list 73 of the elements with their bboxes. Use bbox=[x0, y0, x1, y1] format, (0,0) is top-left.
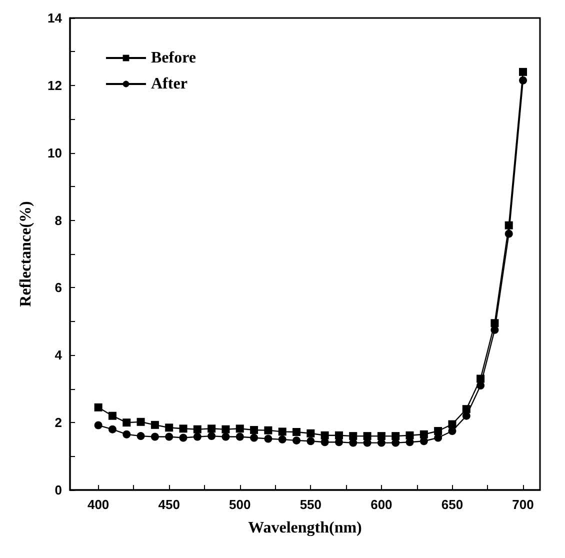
point bbox=[448, 420, 456, 428]
point bbox=[208, 432, 216, 440]
point bbox=[292, 436, 301, 444]
point bbox=[363, 432, 372, 440]
y-tick-label: 0 bbox=[54, 482, 62, 498]
x-tick-label: 650 bbox=[441, 497, 464, 512]
x-tick-label: 600 bbox=[370, 497, 392, 512]
point bbox=[306, 437, 315, 446]
point bbox=[179, 434, 188, 442]
point bbox=[349, 432, 358, 440]
point bbox=[165, 432, 174, 441]
point bbox=[136, 418, 145, 426]
legend-label: Before bbox=[151, 50, 196, 66]
point bbox=[504, 221, 513, 230]
y-tick-label: 4 bbox=[54, 348, 63, 363]
point bbox=[278, 428, 286, 436]
point bbox=[150, 432, 159, 441]
point bbox=[519, 68, 528, 76]
legend-label: After bbox=[151, 76, 188, 92]
point bbox=[490, 319, 499, 328]
point bbox=[519, 76, 528, 84]
point bbox=[292, 428, 301, 436]
point bbox=[122, 418, 131, 427]
point bbox=[406, 438, 414, 446]
point bbox=[208, 424, 216, 433]
point bbox=[122, 430, 131, 438]
x-axis-title: Wavelength(nm) bbox=[248, 520, 362, 536]
point bbox=[476, 374, 485, 383]
point bbox=[150, 420, 159, 429]
point bbox=[136, 432, 145, 440]
point bbox=[420, 437, 428, 446]
point bbox=[448, 427, 456, 435]
point bbox=[108, 425, 116, 434]
y-tick-label: 12 bbox=[48, 78, 62, 93]
point bbox=[222, 425, 230, 434]
point bbox=[236, 424, 244, 433]
y-tick-label: 10 bbox=[48, 145, 62, 160]
y-tick-label: 6 bbox=[54, 280, 62, 296]
point bbox=[392, 432, 400, 440]
point bbox=[377, 432, 386, 440]
x-tick-label: 700 bbox=[512, 497, 534, 512]
point bbox=[250, 426, 258, 434]
point bbox=[320, 438, 329, 446]
point bbox=[222, 432, 230, 441]
y-axis-title: Reflectance(%) bbox=[18, 201, 34, 307]
point bbox=[264, 434, 272, 443]
point bbox=[320, 431, 329, 440]
x-tick-label: 500 bbox=[229, 497, 251, 512]
point bbox=[94, 403, 102, 412]
point bbox=[406, 431, 414, 440]
y-tick-label: 2 bbox=[54, 415, 62, 430]
x-tick-label: 400 bbox=[87, 497, 110, 512]
x-tick-label: 550 bbox=[300, 497, 322, 512]
point bbox=[236, 432, 244, 441]
point bbox=[193, 425, 202, 434]
point bbox=[165, 424, 174, 432]
point bbox=[108, 412, 116, 420]
point bbox=[334, 431, 343, 440]
point bbox=[306, 429, 315, 438]
point bbox=[94, 421, 102, 430]
point bbox=[462, 405, 470, 414]
point bbox=[434, 427, 442, 435]
x-tick-label: 450 bbox=[158, 497, 180, 512]
point bbox=[278, 435, 286, 444]
point bbox=[420, 430, 428, 438]
point bbox=[179, 424, 188, 433]
point bbox=[250, 434, 258, 442]
point bbox=[193, 432, 202, 441]
y-tick-label: 14 bbox=[48, 10, 63, 26]
point bbox=[334, 438, 343, 446]
point bbox=[264, 426, 272, 434]
y-tick-label: 8 bbox=[54, 212, 62, 228]
point bbox=[504, 230, 513, 238]
